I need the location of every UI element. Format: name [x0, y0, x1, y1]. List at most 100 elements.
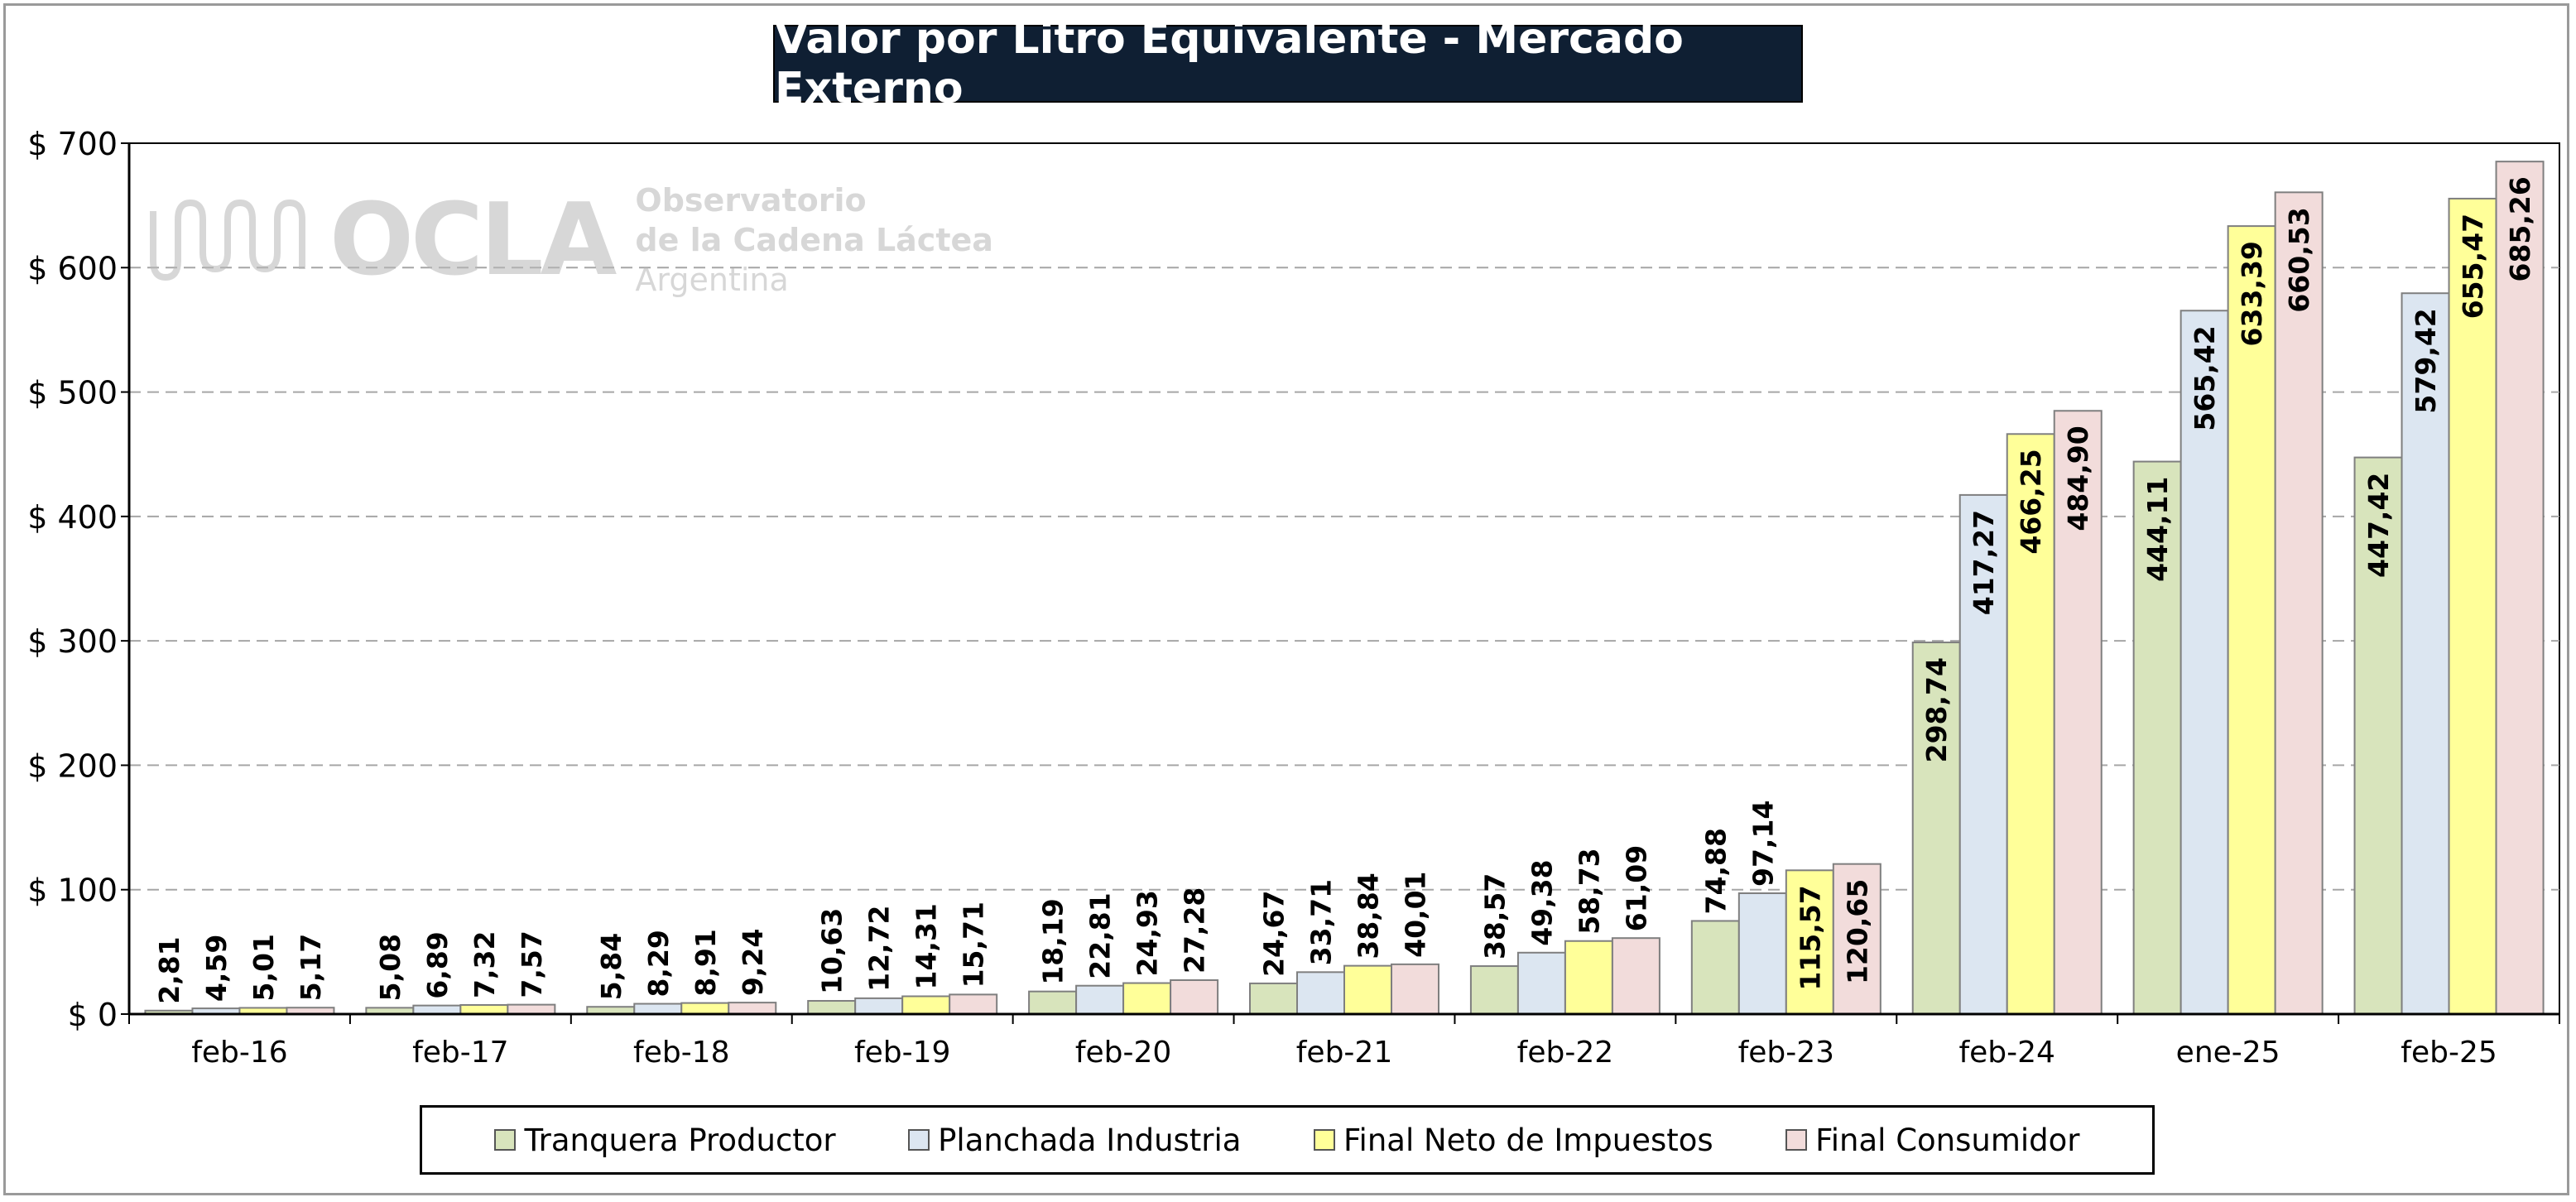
- bar-value-label: 633,39: [2236, 241, 2268, 346]
- x-axis: feb-16 feb-17 feb-18 feb-19 feb-20 feb-21 feb-…: [128, 1012, 2560, 1070]
- bar-value-label: 298,74: [1920, 657, 1953, 762]
- y-tick-label: $ 100: [27, 873, 118, 909]
- watermark-line2: de la Cadena Láctea: [635, 222, 993, 258]
- bar-value-label: 5,84: [595, 933, 627, 1000]
- bar-value-label: 685,26: [2504, 176, 2536, 281]
- bar: [1391, 963, 1439, 1016]
- bar-value-label: 58,73: [1573, 848, 1605, 934]
- x-tick-label: feb-22: [1517, 1036, 1613, 1070]
- bar: [1832, 863, 1882, 1016]
- bar: [2448, 197, 2497, 1015]
- bar: [807, 1000, 857, 1016]
- bar-value-label: 5,01: [248, 934, 280, 1001]
- bar: [1958, 493, 2008, 1015]
- x-tick-label: feb-20: [1075, 1036, 1171, 1070]
- bar-value-label: 655,47: [2457, 214, 2489, 319]
- legend-label: Tranquera Productor: [524, 1122, 836, 1158]
- bar: [2227, 225, 2276, 1016]
- bar-value-label: 38,84: [1353, 873, 1385, 959]
- bar-value-label: 14,31: [911, 903, 943, 989]
- legend-item-tranquera: Tranquera Productor: [494, 1122, 836, 1158]
- x-tick-label: feb-16: [191, 1036, 287, 1070]
- bar-value-label: 115,57: [1794, 885, 1826, 990]
- bar: [1611, 937, 1660, 1015]
- bar-value-label: 120,65: [1841, 879, 1873, 984]
- bar-value-label: 97,14: [1747, 801, 1779, 887]
- bar-value-label: 24,93: [1132, 890, 1164, 976]
- bar: [507, 1003, 556, 1016]
- bar: [1516, 951, 1566, 1016]
- y-tick-label: $ 700: [27, 126, 118, 162]
- bar-value-label: 7,32: [469, 931, 501, 998]
- ocla-watermark: OCLA Observatorio de la Cadena Láctea Ar…: [149, 180, 993, 300]
- bar: [1737, 892, 1787, 1015]
- watermark-line3: Argentina: [635, 262, 789, 298]
- bar: [459, 1003, 509, 1016]
- bar: [1343, 964, 1392, 1015]
- bar: [1075, 984, 1125, 1016]
- ocla-wave-icon: [150, 199, 305, 281]
- bar-value-label: 444,11: [2141, 477, 2174, 582]
- bar: [1296, 971, 1345, 1016]
- bar-value-label: 447,42: [2362, 473, 2395, 578]
- bar-value-label: 61,09: [1620, 845, 1652, 931]
- legend-item-final-consumidor: Final Consumidor: [1785, 1122, 2080, 1158]
- bar: [1785, 869, 1834, 1016]
- legend-swatch: [908, 1129, 930, 1151]
- legend-swatch: [1785, 1129, 1808, 1151]
- bar: [1122, 982, 1172, 1016]
- bar-value-label: 5,17: [295, 934, 327, 1001]
- bar-value-label: 565,42: [2189, 325, 2221, 430]
- bar: [1690, 920, 1740, 1016]
- bar: [854, 997, 904, 1016]
- legend-swatch: [494, 1129, 517, 1151]
- legend-item-final-neto: Final Neto de Impuestos: [1313, 1122, 1713, 1158]
- y-tick-label: $ 300: [27, 623, 118, 660]
- watermark-line1: Observatorio: [635, 182, 867, 219]
- bar-value-label: 8,29: [642, 930, 675, 997]
- legend-swatch: [1313, 1129, 1335, 1151]
- bar-value-label: 27,28: [1179, 887, 1211, 974]
- bar-value-label: 417,27: [1968, 510, 2000, 615]
- bar-value-label: 484,90: [2062, 426, 2094, 531]
- bar-value-label: 40,01: [1400, 871, 1432, 957]
- y-tick-label: $ 600: [27, 250, 118, 286]
- bar-value-label: 49,38: [1526, 859, 1558, 945]
- bar-value-label: 5,08: [374, 934, 406, 1001]
- legend-label: Planchada Industria: [938, 1122, 1242, 1158]
- y-tick-label: $ 0: [68, 997, 118, 1033]
- bar-value-label: 4,59: [200, 935, 233, 1002]
- bar-value-label: 7,57: [516, 930, 548, 998]
- bar: [633, 1002, 683, 1015]
- bar-value-label: 466,25: [2015, 449, 2047, 554]
- legend-label: Final Consumidor: [1815, 1122, 2080, 1158]
- x-tick-label: feb-18: [633, 1036, 729, 1070]
- bar: [680, 1002, 730, 1015]
- bar: [412, 1004, 462, 1015]
- watermark-caption: Observatorio de la Cadena Láctea Argenti…: [635, 180, 993, 300]
- bar: [2401, 292, 2450, 1015]
- bar-value-label: 6,89: [421, 931, 454, 998]
- bar-value-label: 33,71: [1305, 879, 1338, 965]
- bar-value-label: 74,88: [1699, 828, 1732, 914]
- legend-label: Final Neto de Impuestos: [1343, 1122, 1713, 1158]
- x-tick-label: ene-25: [2176, 1036, 2280, 1070]
- bar: [1911, 642, 1961, 1015]
- bar-value-label: 9,24: [737, 929, 769, 996]
- x-tick-label: feb-23: [1738, 1036, 1834, 1070]
- y-axis: $ 0 $ 100 $ 200 $ 300 $ 400 $ 500 $ 600 $ 700: [27, 126, 131, 1033]
- bar: [2274, 191, 2324, 1016]
- legend-item-planchada: Planchada Industria: [908, 1123, 1241, 1158]
- x-tick-label: feb-19: [854, 1036, 950, 1070]
- x-tick-label: feb-25: [2401, 1036, 2497, 1070]
- legend: Tranquera Productor Planchada Industria …: [420, 1105, 2155, 1175]
- y-tick-label: $ 500: [27, 375, 118, 411]
- bar-value-label: 18,19: [1037, 898, 1069, 984]
- bar: [1469, 965, 1519, 1015]
- bar-value-label: 22,81: [1084, 892, 1117, 978]
- chart-title: Valor por Litro Equivalente - Mercado Ex…: [773, 14, 1803, 113]
- bar: [1249, 982, 1298, 1016]
- bar: [2132, 460, 2182, 1015]
- bar: [1028, 990, 1078, 1016]
- bar: [2180, 310, 2229, 1015]
